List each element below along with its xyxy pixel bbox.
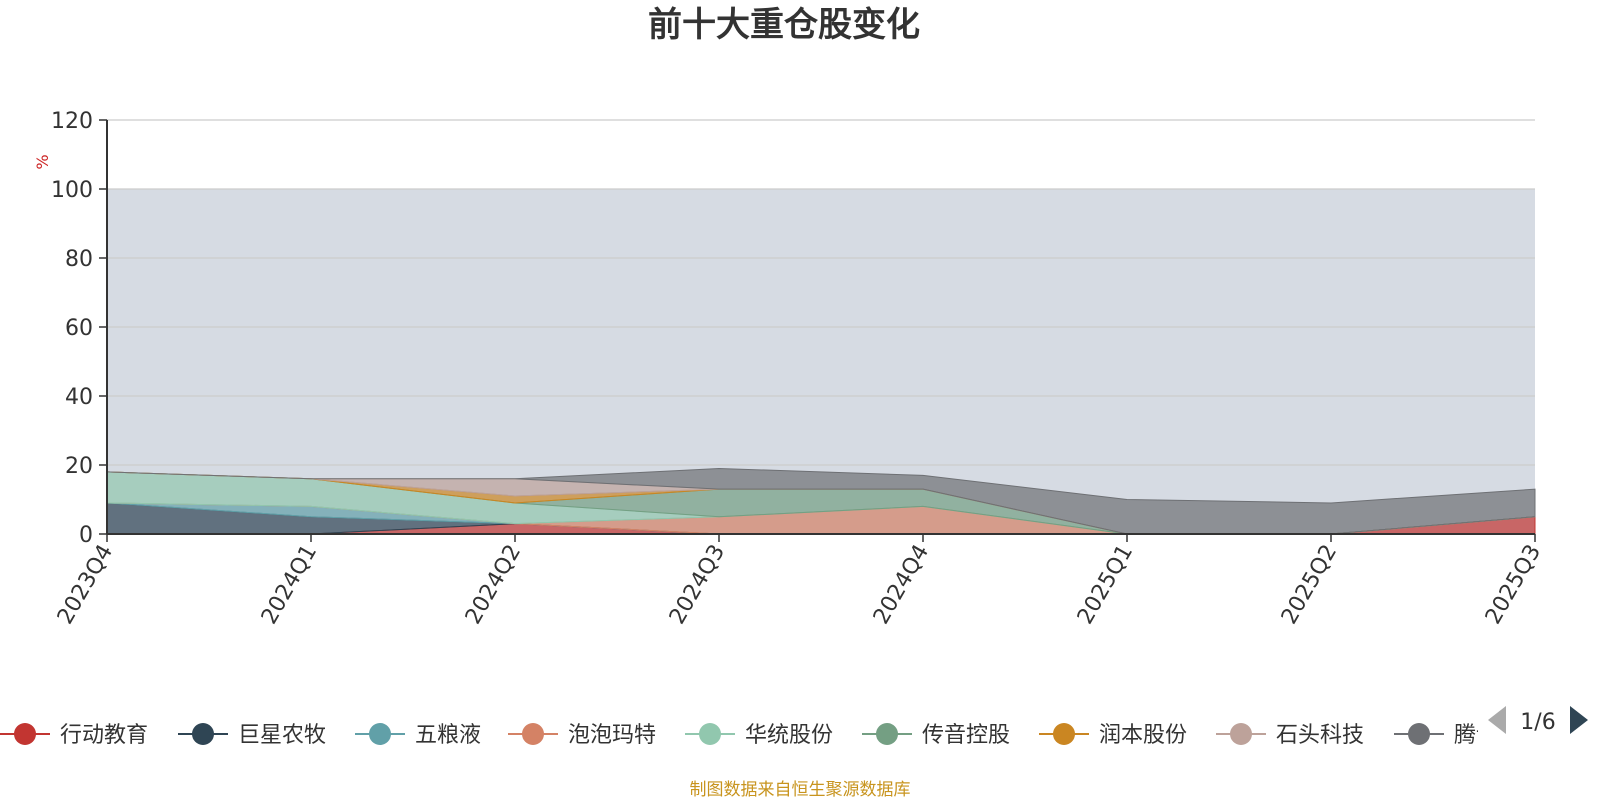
legend-label: 五粮液 <box>415 723 481 748</box>
plot-area: 0 20 40 60 80 100 120 2023Q4 2024Q1 2024Q2 2024Q3 2… <box>51 109 1546 629</box>
legend-item-4[interactable]: 华统股份 <box>685 723 833 748</box>
x-tick-label: 2025Q3 <box>1481 541 1546 629</box>
x-tick-label: 2024Q4 <box>869 541 934 629</box>
legend-label: 华统股份 <box>745 723 833 748</box>
legend-next-icon[interactable] <box>1570 706 1588 734</box>
legend-item-7[interactable]: 石头科技 <box>1216 723 1364 748</box>
legend-marker <box>699 723 721 745</box>
chart-title: 前十大重仓股变化 <box>648 5 920 45</box>
legend-item-6[interactable]: 润本股份 <box>1039 723 1187 748</box>
legend-label: 润本股份 <box>1099 723 1187 748</box>
legend-prev-icon[interactable] <box>1488 706 1506 734</box>
legend-item-8[interactable]: 腾讯控股 <box>1394 723 1542 748</box>
legend-label: 腾讯控股 <box>1454 723 1542 748</box>
y-tick-label: 0 <box>79 523 93 548</box>
y-tick-label: 120 <box>51 109 93 134</box>
legend-marker <box>522 723 544 745</box>
legend-marker <box>192 723 214 745</box>
x-tick-label: 2024Q1 <box>257 541 322 629</box>
legend-label: 行动教育 <box>60 723 148 748</box>
legend-pager: 1/6 <box>1488 706 1588 735</box>
x-tick-label: 2024Q2 <box>461 541 526 629</box>
legend-marker <box>1230 723 1252 745</box>
legend-item-1[interactable]: 巨星农牧 <box>178 723 326 748</box>
legend-item-2[interactable]: 五粮液 <box>355 723 481 748</box>
legend-marker <box>1053 723 1075 745</box>
legend-item-5[interactable]: 传音控股 <box>862 723 1010 748</box>
legend-marker <box>369 723 391 745</box>
area-series-8 <box>106 467 1536 535</box>
x-tick-label: 2025Q1 <box>1073 541 1138 629</box>
legend-label: 传音控股 <box>922 723 1010 748</box>
y-tick-label: 60 <box>65 316 93 341</box>
legend-marker <box>1408 723 1430 745</box>
x-tick-label: 2024Q3 <box>665 541 730 629</box>
x-tick-label: 2025Q2 <box>1277 541 1342 629</box>
legend-page-indicator: 1/6 <box>1520 710 1555 735</box>
legend: 行动教育 巨星农牧 五粮液 泡泡玛特 华统股份 传音控股 润本股份 石头科技 腾讯控股 <box>0 723 1542 748</box>
y-tick-label: 100 <box>51 178 93 203</box>
y-tick-label: 40 <box>65 385 93 410</box>
legend-item-3[interactable]: 泡泡玛特 <box>508 723 656 748</box>
data-source-note: 制图数据来自恒生聚源数据库 <box>690 780 911 800</box>
legend-label: 石头科技 <box>1276 723 1364 748</box>
x-tick-label: 2023Q4 <box>53 541 118 629</box>
legend-label: 泡泡玛特 <box>568 723 656 748</box>
y-tick-label: 20 <box>65 454 93 479</box>
legend-marker <box>14 723 36 745</box>
y-tick-label: 80 <box>65 247 93 272</box>
legend-marker <box>876 723 898 745</box>
y-axis-unit-label: % <box>33 154 52 169</box>
legend-label: 巨星农牧 <box>238 723 326 748</box>
legend-item-0[interactable]: 行动教育 <box>0 723 148 748</box>
